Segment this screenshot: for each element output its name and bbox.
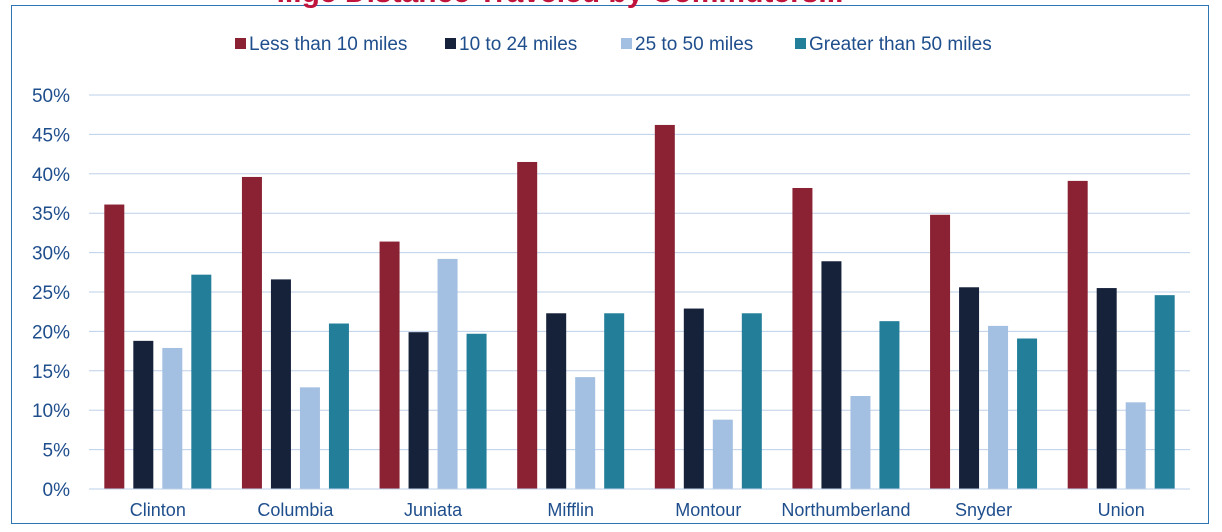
bar-clinton-less-than-10-miles (104, 204, 125, 490)
legend-swatch (445, 38, 456, 49)
bar-snyder-25-to-50-miles (988, 325, 1009, 489)
bar-mifflin-less-than-10-miles (517, 161, 538, 490)
bar-columbia-10-to-24-miles (270, 279, 291, 489)
x-tick-label: Snyder (955, 500, 1012, 520)
bar-clinton-25-to-50-miles (162, 347, 183, 489)
bar-montour-25-to-50-miles (712, 419, 733, 489)
bar-union-greater-than-50-miles (1154, 295, 1175, 489)
bar-northumberland-greater-than-50-miles (879, 321, 900, 489)
bar-mifflin-greater-than-50-miles (604, 313, 625, 489)
y-tick-label: 15% (32, 362, 70, 383)
bar-northumberland-less-than-10-miles (792, 187, 813, 489)
y-tick-label: 20% (32, 322, 70, 343)
y-tick-label: 5% (43, 441, 71, 462)
legend-swatch (235, 38, 246, 49)
bar-snyder-10-to-24-miles (959, 287, 980, 489)
x-tick-label: Northumberland (781, 500, 910, 520)
bar-juniata-greater-than-50-miles (466, 333, 487, 489)
x-tick-label: Mifflin (547, 500, 594, 520)
legend-swatch (621, 38, 632, 49)
legend-label: Less than 10 miles (249, 34, 407, 55)
y-tick-label: 35% (32, 204, 70, 225)
bar-montour-10-to-24-miles (683, 308, 704, 489)
legend-label: Greater than 50 miles (809, 34, 992, 55)
bar-snyder-greater-than-50-miles (1017, 338, 1038, 489)
bar-columbia-less-than-10-miles (241, 176, 262, 489)
bar-mifflin-10-to-24-miles (546, 313, 567, 489)
legend-label: 25 to 50 miles (635, 34, 753, 55)
bar-columbia-25-to-50-miles (299, 387, 320, 489)
bar-montour-greater-than-50-miles (741, 313, 762, 489)
y-tick-label: 40% (32, 165, 70, 186)
bar-union-10-to-24-miles (1096, 288, 1117, 489)
x-tick-label: Juniata (404, 500, 463, 520)
y-tick-label: 10% (32, 401, 70, 422)
bar-juniata-less-than-10-miles (379, 241, 400, 489)
y-tick-label: 50% (32, 86, 70, 107)
bar-columbia-greater-than-50-miles (328, 323, 349, 489)
y-axis-ticks: 0% 5% 10% 15% 20% 25% 30% 35% 40% 45% 50% (32, 86, 70, 501)
legend-swatch (795, 38, 806, 49)
x-axis-ticks: Clinton Columbia Juniata Mifflin Montour Nort… (130, 500, 1145, 520)
bar-clinton-greater-than-50-miles (191, 274, 212, 489)
bar-union-25-to-50-miles (1125, 402, 1146, 489)
legend-label: 10 to 24 miles (459, 34, 577, 55)
bar-clinton-10-to-24-miles (133, 340, 154, 489)
bar-snyder-less-than-10-miles (930, 214, 951, 489)
x-tick-label: Union (1098, 500, 1145, 520)
y-tick-label: 45% (32, 125, 70, 146)
x-tick-label: Columbia (257, 500, 334, 520)
x-tick-label: Montour (675, 500, 741, 520)
y-tick-label: 25% (32, 283, 70, 304)
y-tick-label: 30% (32, 244, 70, 265)
legend: Less than 10 miles 10 to 24 miles 25 to 50… (235, 34, 992, 55)
bar-juniata-10-to-24-miles (408, 332, 429, 489)
bar-juniata-25-to-50-miles (437, 258, 458, 489)
bar-montour-less-than-10-miles (654, 124, 675, 489)
bar-union-less-than-10-miles (1067, 180, 1088, 489)
bar-northumberland-10-to-24-miles (821, 261, 842, 489)
x-tick-label: Clinton (130, 500, 186, 520)
bar-northumberland-25-to-50-miles (850, 396, 871, 489)
bar-mifflin-25-to-50-miles (575, 377, 596, 489)
y-tick-label: 0% (43, 480, 71, 501)
bars (104, 124, 1175, 490)
chart-title: ...ge Distance Traveled by Commuters... (277, 0, 844, 9)
